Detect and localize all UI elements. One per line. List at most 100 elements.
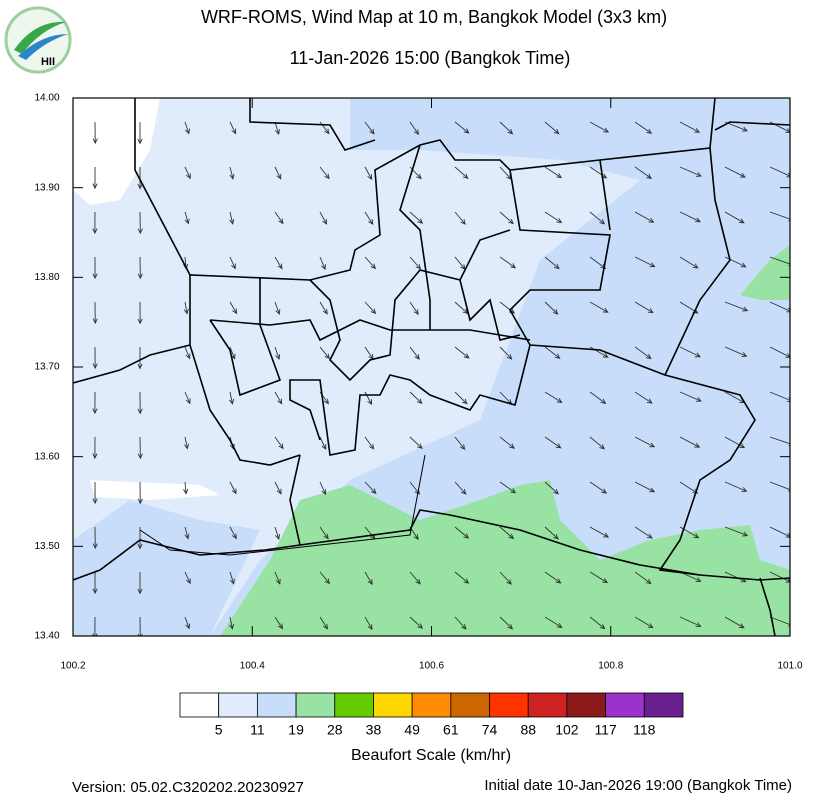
district-line [73,454,301,581]
colorbar-label: 102 [555,722,579,738]
wind-arrow [679,391,702,402]
colorbar-label: 74 [482,722,498,738]
logo-wave [18,34,68,60]
wind-arrow [319,436,327,451]
wind-arrow [589,211,606,225]
colorbar-label: 11 [250,722,265,738]
wind-arrow [274,436,284,450]
wind-arrow [454,121,470,134]
wind-arrow [319,346,330,360]
wind-arrow [274,391,283,405]
wind-arrow [229,391,235,405]
wind-arrow [92,301,98,325]
wind-arrow [137,481,143,505]
wind-arrow [499,571,512,585]
colorbar-box [179,692,220,718]
district-line [134,98,191,276]
wind-arrow [634,436,656,448]
wind-arrow [274,571,281,585]
wind-arrow [544,616,563,628]
wind-arrow [634,346,652,360]
wind-arrows [92,121,790,636]
wind-arrow [634,256,656,268]
colorbar-label: 19 [288,722,304,738]
district-line [714,121,790,131]
colorbar-label: 49 [404,722,420,738]
colorbar-label: 61 [443,722,459,738]
wind-arrow [409,211,424,224]
wind-arrow [229,256,236,270]
wind-arrow [679,211,702,223]
y-tick-label: 13.80 [34,272,59,283]
wind-arrow [229,166,235,180]
wind-arrow [544,211,563,224]
wind-arrow [724,616,745,629]
wind-arrow [454,616,467,630]
wind-arrow [274,346,281,361]
wind-arrow [92,211,98,235]
wind-arrow [364,256,377,270]
wind-arrow [184,526,190,540]
wind-arrow [454,481,467,495]
wind-arrow [364,481,377,495]
wind-zone [740,245,790,300]
wind-arrow [724,166,746,178]
wind-arrow [634,121,653,134]
wind-arrow [544,571,562,584]
wind-arrow [409,571,421,585]
wind-arrow [364,436,375,450]
y-tick-label: 13.70 [34,362,59,373]
wind-arrow [319,211,328,225]
wind-arrow [544,481,559,495]
wind-arrow [589,571,609,584]
wind-arrow [679,616,702,627]
district-line [509,169,790,581]
colorbar-box [450,692,490,718]
logo: HII [4,6,72,74]
y-tick-label: 14.00 [34,93,59,104]
wind-arrow [724,436,746,449]
wind-arrow [137,256,143,280]
wind-arrow [274,166,282,180]
map-area [73,98,790,636]
x-tick-label: 100.8 [598,661,623,672]
wind-arrow [544,391,563,403]
wind-arrow [454,346,470,359]
y-tick-label: 13.60 [34,451,59,462]
colorbar-box [489,692,529,718]
wind-arrow [92,391,98,415]
wind-arrow [137,166,143,190]
wind-arrow [274,526,280,541]
title: WRF-ROMS, Wind Map at 10 m, Bangkok Mode… [201,7,667,27]
colorbar-label: 28 [327,722,343,738]
wind-arrow [409,391,423,405]
colorbar-box [411,692,452,718]
colorbar-box [218,692,258,718]
colorbar-box [527,692,568,718]
wind-arrow [589,391,607,404]
wind-arrow [724,481,748,492]
wind-arrow [589,526,610,538]
district-line [399,144,431,330]
wind-arrow [454,571,470,584]
wind-arrow [499,121,514,135]
wind-arrow [92,481,98,505]
wind-arrow [184,346,191,360]
wind-arrow [409,301,419,316]
wind-arrow [499,616,514,630]
wind-arrow [769,526,790,538]
wind-arrow [499,211,514,225]
wind-arrow [634,166,653,179]
wind-arrow [364,391,373,406]
district-line [664,147,731,376]
axes: 100.2 100.4 100.6 100.8 101.0 13.40 13.50 13.60… [34,93,802,672]
wind-zone [220,480,790,636]
wind-arrow [92,571,98,595]
wind-arrow [454,436,466,451]
subtitle: 11-Jan-2026 15:00 (Bangkok Time) [290,48,571,68]
wind-zone [73,500,260,636]
wind-arrow [137,301,143,325]
colorbar-box [643,692,684,718]
wind-arrow [634,616,654,629]
